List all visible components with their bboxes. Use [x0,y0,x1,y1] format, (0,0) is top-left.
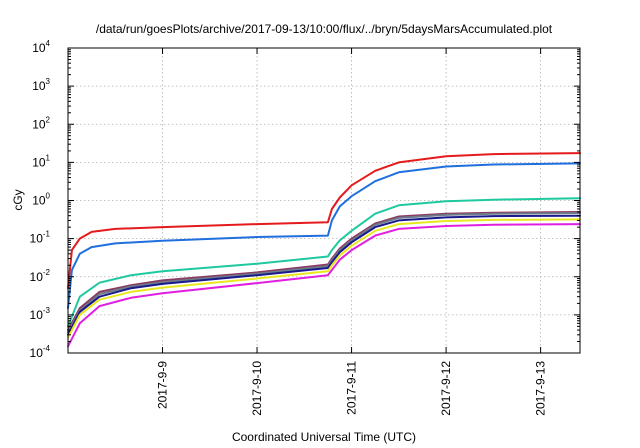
y-tick-label: 100 [32,192,50,208]
series-line-1 [67,152,581,290]
x-tick-label: 2017-9-10 [250,361,264,416]
series-line-6 [67,214,581,336]
y-tick-label: 104 [32,39,50,55]
y-tick-label-base: 10 [30,232,44,246]
y-tick-label-base: 10 [32,41,46,55]
chart-title: /data/run/goesPlots/archive/2017-09-13/1… [96,22,553,36]
series-line-3 [67,197,581,328]
y-tick-label-base: 10 [30,308,44,322]
y-tick-label-base: 10 [32,194,46,208]
y-tick-label-base: 10 [32,117,46,131]
x-tick-label: 2017-9-9 [156,361,170,409]
y-tick-label-exp: 0 [46,192,51,201]
x-tick-label: 2017-9-12 [439,361,453,416]
x-tick-labels: 2017-9-9 2017-9-10 2017-9-11 2017-9-12 2017-… [156,361,548,416]
y-tick-label: 102 [32,115,50,131]
series-line-8 [67,223,581,348]
series-line-4 [67,211,581,331]
series-group [67,152,581,348]
y-tick-label: 10-3 [30,306,51,322]
y-tick-label: 10-1 [30,230,51,246]
series-line-5 [67,212,581,334]
y-tick-label-exp: 2 [46,115,51,124]
y-tick-label: 10-2 [30,268,51,284]
y-tick-label-exp: -4 [43,344,51,353]
y-tick-label: 10-4 [30,344,51,360]
y-tick-label-exp: -1 [43,230,51,239]
y-tick-label: 101 [32,153,50,169]
y-tick-label-exp: -3 [43,306,51,315]
series-line-7 [67,218,581,339]
x-axis-label: Coordinated Universal Time (UTC) [232,430,416,444]
x-tick-label: 2017-9-11 [345,361,359,415]
y-axis-label: cGy [11,189,25,210]
y-tick-label-exp: 1 [46,153,51,162]
x-tick-label: 2017-9-13 [534,361,548,416]
y-tick-label: 103 [32,77,50,93]
y-tick-label-exp: 3 [46,77,51,86]
y-tick-label-base: 10 [30,346,44,360]
y-tick-label-exp: -2 [43,268,51,277]
grid [68,48,580,353]
series-line-2 [67,162,581,310]
y-tick-label-base: 10 [30,270,44,284]
ticks [68,47,580,354]
y-tick-label-base: 10 [32,155,46,169]
y-tick-label-exp: 4 [46,39,51,48]
y-tick-label-base: 10 [32,79,46,93]
